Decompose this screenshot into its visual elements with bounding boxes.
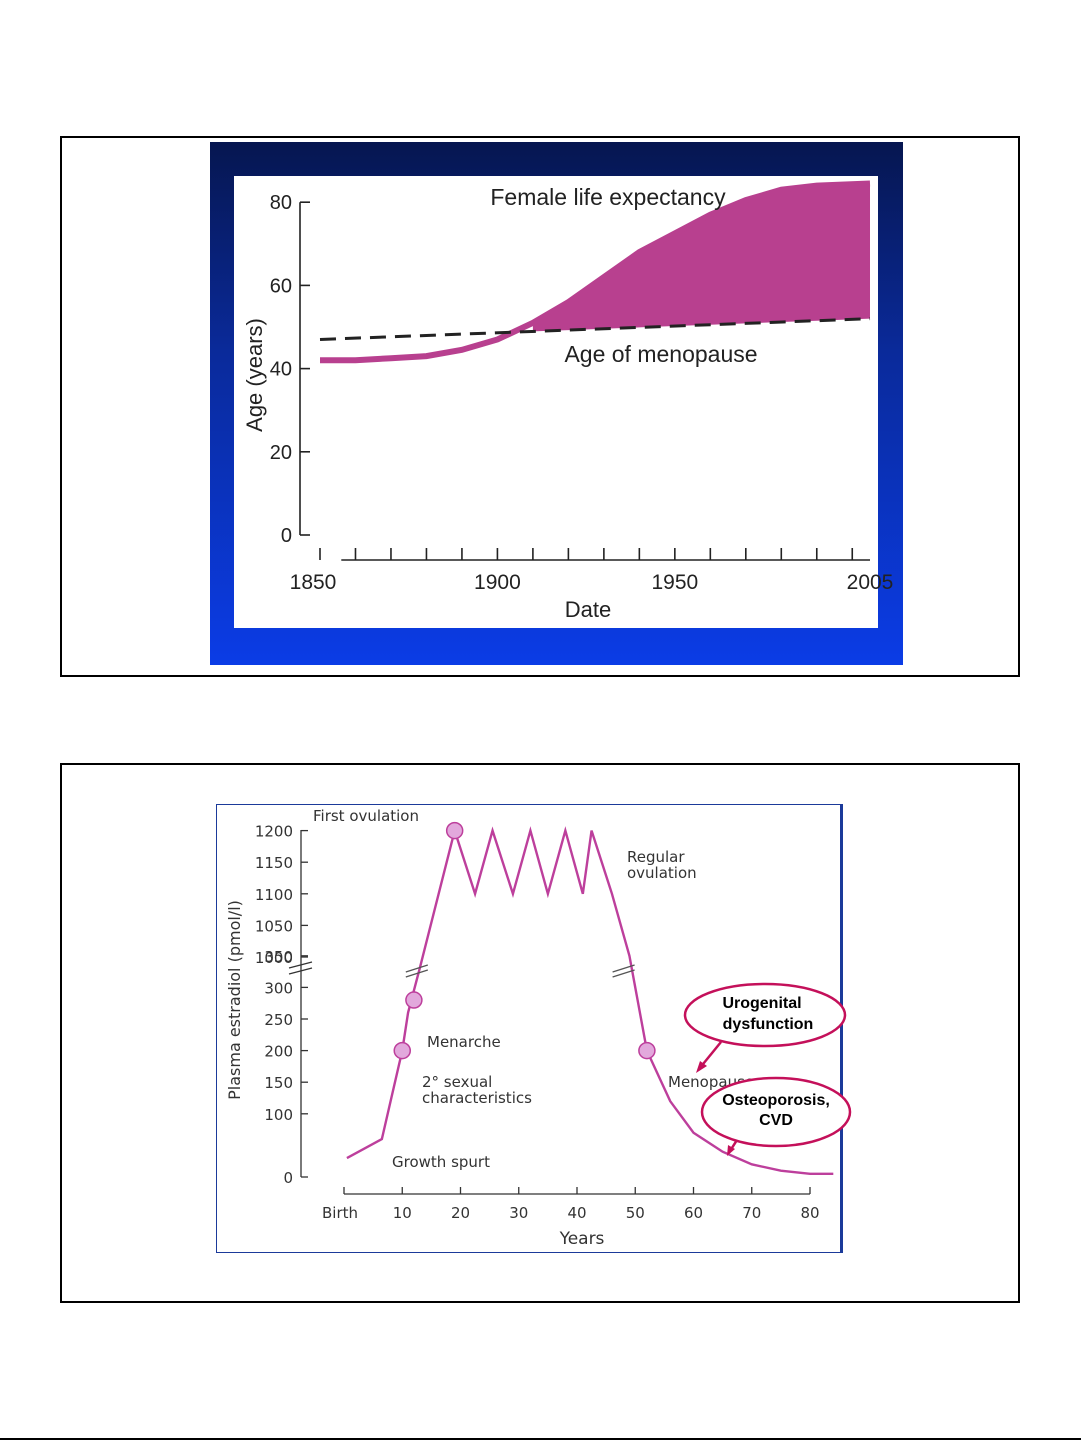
footer-rule: [0, 1438, 1081, 1440]
axis-break-mark: [288, 967, 313, 975]
y-tick-label: 1100: [255, 886, 293, 904]
callout-arrowhead-urogenital: [696, 1061, 707, 1073]
callout-arrowhead-osteoporosis: [727, 1145, 735, 1156]
callout-urogenital: [683, 982, 847, 1048]
x-axis-title: Years: [559, 1229, 605, 1249]
callout-osteoporosis-text-1: Osteoporosis,: [722, 1092, 830, 1109]
milestone-marker: [445, 821, 464, 840]
y-tick-label: 1000: [255, 949, 293, 967]
label-menarche: Menarche: [427, 1033, 501, 1051]
series-label-life-expectancy: Female life expectancy: [490, 184, 726, 210]
label-regular-ovulation-1: Regular: [627, 848, 685, 866]
x-tick-label: 50: [626, 1204, 645, 1222]
series-label-menopause: Age of menopause: [564, 341, 757, 367]
y-tick-label: 60: [270, 275, 292, 297]
menopause-line: [319, 317, 871, 341]
line-break-mark: [612, 969, 635, 978]
callout-osteoporosis: [700, 1076, 852, 1148]
milestone-marker: [393, 1041, 411, 1060]
y-tick-label: 200: [264, 1043, 293, 1061]
x-tick-label: 10: [393, 1204, 412, 1222]
x-tick-label: 80: [800, 1204, 819, 1222]
x-tick-label: 30: [509, 1204, 528, 1222]
life-expectancy-line: [320, 180, 871, 364]
estradiol-line: [346, 826, 834, 1176]
y-axis-title: Age (years): [242, 318, 267, 432]
life-expectancy-chart: 0 20 40 60 80 Age (years) 1850 1900 1950 2005 Date…: [242, 180, 894, 622]
label-sexual-characteristics-2: characteristics: [422, 1089, 532, 1107]
y-tick-label: 0: [281, 525, 292, 547]
label-sexual-characteristics-1: 2° sexual: [422, 1073, 492, 1091]
x-tick-label: Birth: [322, 1204, 358, 1222]
line-break-mark: [612, 964, 635, 973]
callout-urogenital-text-2: dysfunction: [723, 1016, 814, 1033]
y-tick-label: 300: [264, 979, 293, 997]
line-break-mark: [405, 964, 429, 973]
y-tick-label: 40: [270, 359, 292, 381]
x-tick-label: 60: [684, 1204, 703, 1222]
y-tick-label: 0: [283, 1169, 293, 1187]
label-growth-spurt: Growth spurt: [392, 1153, 490, 1171]
x-axis-title: Date: [565, 597, 611, 622]
callout-osteoporosis-text-2: CVD: [759, 1112, 793, 1129]
y-tick-label: 1200: [255, 823, 293, 841]
y-tick-label: 100: [264, 1106, 293, 1124]
y-tick-label: 1150: [255, 854, 293, 872]
y-tick-label: 350: [264, 948, 293, 966]
y-tick-label: 20: [270, 442, 292, 464]
y-tick-label: 1050: [255, 917, 293, 935]
milestone-marker: [405, 991, 423, 1009]
x-tick-label: 40: [567, 1204, 586, 1222]
estradiol-chart: 010015020025030035010001050110011501200P…: [225, 807, 852, 1249]
x-tick-label: 1850: [290, 571, 337, 594]
life-expectancy-area: [532, 183, 870, 332]
x-tick-label: 20: [451, 1204, 470, 1222]
label-regular-ovulation-2: ovulation: [627, 864, 697, 882]
y-axis-title: Plasma estradiol (pmol/l): [225, 900, 244, 1100]
line-break-mark: [405, 969, 429, 978]
y-tick-label: 150: [264, 1074, 293, 1092]
y-tick-label: 80: [270, 192, 292, 214]
axis-break-mark: [288, 961, 313, 969]
milestone-marker: [638, 1041, 656, 1060]
callout-urogenital-text-1: Urogenital: [722, 995, 801, 1012]
x-tick-label: 70: [742, 1204, 761, 1222]
x-tick-label: 1900: [474, 571, 521, 594]
x-tick-label: 1950: [651, 571, 698, 594]
y-tick-label: 250: [264, 1011, 293, 1029]
label-first-ovulation: First ovulation: [313, 807, 419, 825]
x-tick-label: 2005: [847, 571, 894, 594]
